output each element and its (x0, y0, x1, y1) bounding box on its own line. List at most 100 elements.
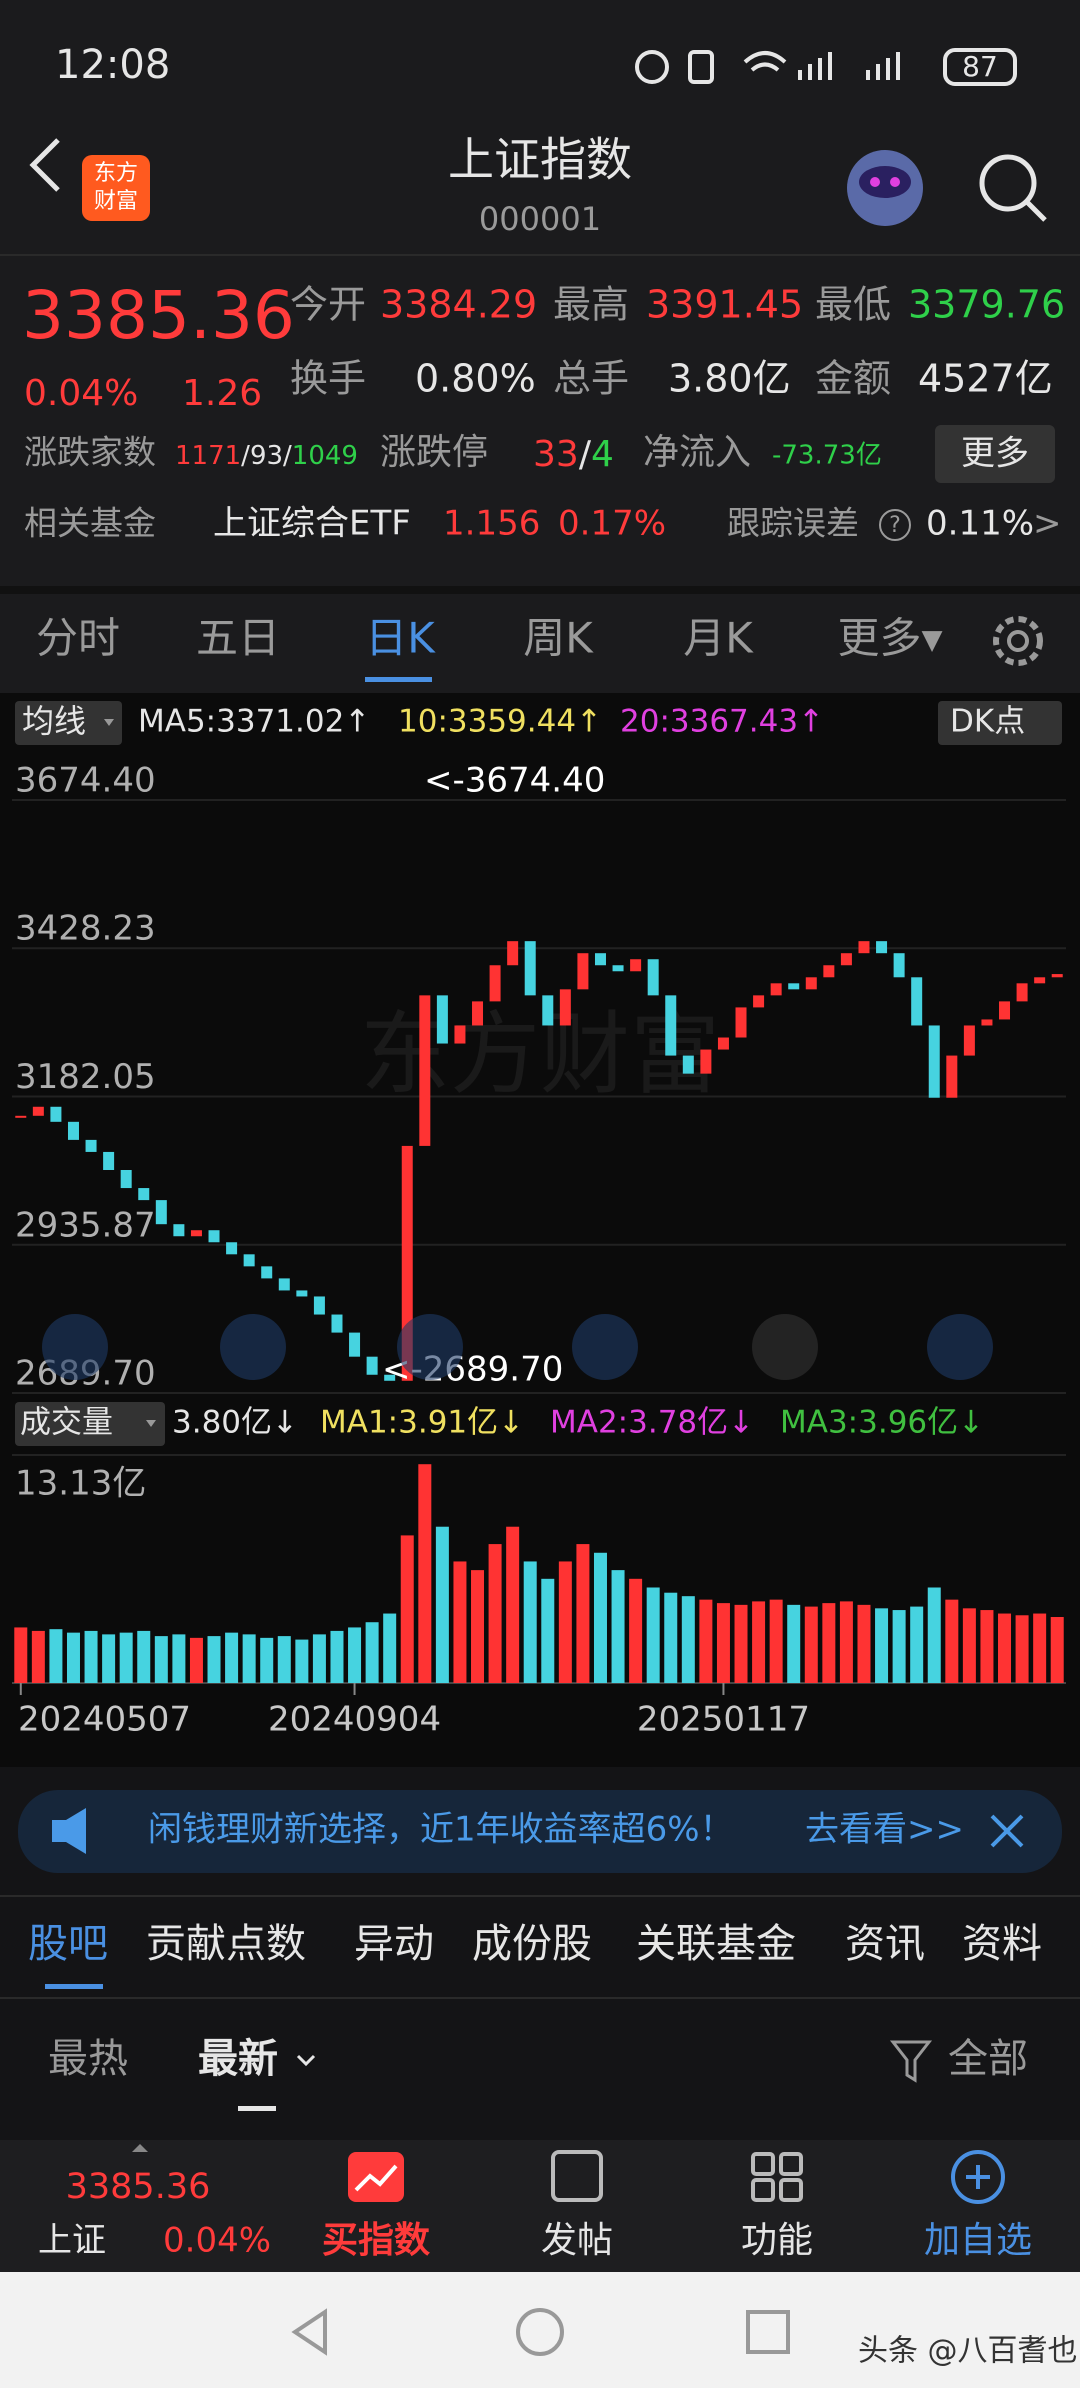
filter-active[interactable]: 最新 (198, 2036, 278, 2082)
ma3: MA3:3.96亿↓ (780, 1405, 984, 1441)
back[interactable] (29, 138, 60, 192)
candle (823, 965, 835, 978)
section-tab[interactable]: 关联基金 (636, 1921, 796, 1967)
filter-all[interactable]: 全部 (948, 2036, 1028, 2082)
candle (577, 953, 589, 990)
candle (261, 1266, 273, 1279)
control[interactable] (752, 1314, 818, 1380)
func-icon (751, 2152, 803, 2202)
section-tab[interactable]: 贡献点数 (146, 1921, 306, 1967)
x-tick-label: 20250117 (637, 1700, 810, 1740)
section-tab[interactable]: 成份股 (472, 1921, 592, 1967)
buy-icon (348, 2152, 404, 2202)
search[interactable] (979, 154, 1047, 222)
ma1: MA1:3.91亿↓ (320, 1405, 524, 1441)
volume-bar (734, 1604, 748, 1683)
field-value: 3391.45 (646, 283, 803, 327)
ad-link[interactable]: 去看看>> (805, 1810, 964, 1850)
volume-bar (945, 1599, 959, 1683)
volume-bar (225, 1632, 239, 1683)
button[interactable]: 发帖 (541, 2220, 613, 2261)
section-tab[interactable]: 资讯 (845, 1921, 925, 1967)
separator (0, 586, 1080, 594)
code: 000001 (479, 200, 601, 238)
candle (946, 1055, 958, 1098)
bottom-pct: 0.04% (163, 2221, 271, 2261)
tab-active[interactable]: 日K (365, 614, 436, 663)
nav-home[interactable] (516, 2308, 564, 2356)
volume-bar (471, 1570, 485, 1683)
ad-banner[interactable] (18, 1790, 1062, 1873)
bottom-bar-bg (0, 2140, 1080, 2272)
ma-button[interactable] (15, 701, 122, 745)
chart-controls (42, 1314, 993, 1380)
volume-bar (383, 1613, 397, 1683)
volume-bar (31, 1630, 45, 1683)
candle (85, 1139, 97, 1152)
candle (243, 1254, 255, 1267)
logo[interactable] (82, 155, 150, 221)
candle (120, 1170, 132, 1189)
volume-bar (927, 1587, 941, 1683)
nav-bar-bg (0, 2272, 1080, 2388)
source-watermark: 头条 @八百耆也 (858, 2334, 1078, 2369)
price: 3385.36 (22, 277, 295, 354)
candle (700, 1049, 712, 1074)
control[interactable] (42, 1314, 108, 1380)
tab[interactable]: 月K (683, 614, 754, 663)
candle (103, 1151, 115, 1171)
filter-icon[interactable] (889, 2040, 933, 2083)
more-button[interactable] (935, 425, 1055, 483)
candle (313, 1296, 325, 1315)
filter[interactable]: 最热 (48, 2036, 128, 2082)
settings[interactable] (993, 616, 1043, 666)
volume-bar (629, 1578, 643, 1683)
control[interactable] (927, 1314, 993, 1380)
field-value: 3384.29 (380, 283, 537, 327)
avatar[interactable] (847, 150, 923, 226)
dk-button[interactable] (938, 701, 1062, 745)
control[interactable] (220, 1314, 286, 1380)
control[interactable] (572, 1314, 638, 1380)
volume-bar (804, 1606, 818, 1683)
volume-bar (295, 1639, 309, 1683)
candle (735, 1007, 747, 1038)
help-icon[interactable] (879, 509, 911, 541)
volume-bar (1033, 1613, 1047, 1683)
volume-bar (277, 1636, 291, 1683)
candle (15, 1115, 27, 1118)
tab[interactable]: 五日 (196, 614, 280, 663)
nav-back[interactable] (291, 2308, 327, 2356)
section-tab[interactable]: 股吧 (28, 1921, 108, 1967)
tab[interactable]: 分时 (36, 614, 120, 663)
y-tick-label: 3428.23 (15, 909, 156, 949)
volume-bar (260, 1637, 274, 1683)
button[interactable]: 加自选 (924, 2220, 1032, 2261)
vol-button[interactable] (15, 1402, 165, 1446)
button[interactable]: 买指数 (322, 2220, 430, 2261)
fund-pct: 0.17% (558, 504, 666, 544)
up: 33 (533, 434, 579, 475)
volume-bar (312, 1634, 326, 1683)
control[interactable] (397, 1314, 463, 1380)
tab[interactable]: 更多▾ (837, 614, 942, 663)
fund-label: 相关基金 (24, 504, 156, 543)
section-tab[interactable]: 异动 (354, 1921, 434, 1967)
candle (384, 1374, 396, 1381)
close[interactable] (990, 1814, 1024, 1848)
section-tab[interactable]: 资料 (962, 1921, 1042, 1967)
nav-recent[interactable] (746, 2310, 790, 2354)
tab[interactable]: 周K (523, 614, 594, 663)
volume-bar (962, 1608, 976, 1683)
x-tick-label: 20240904 (268, 1700, 441, 1740)
caret-up (132, 2144, 148, 2152)
candle (190, 1230, 202, 1237)
candle (1051, 974, 1063, 978)
volume-bar (49, 1629, 63, 1683)
down: 1049 (292, 441, 358, 471)
candle (50, 1106, 62, 1122)
volume-bar (541, 1578, 555, 1683)
flat: 93 (250, 441, 283, 471)
button[interactable]: 功能 (741, 2220, 813, 2261)
